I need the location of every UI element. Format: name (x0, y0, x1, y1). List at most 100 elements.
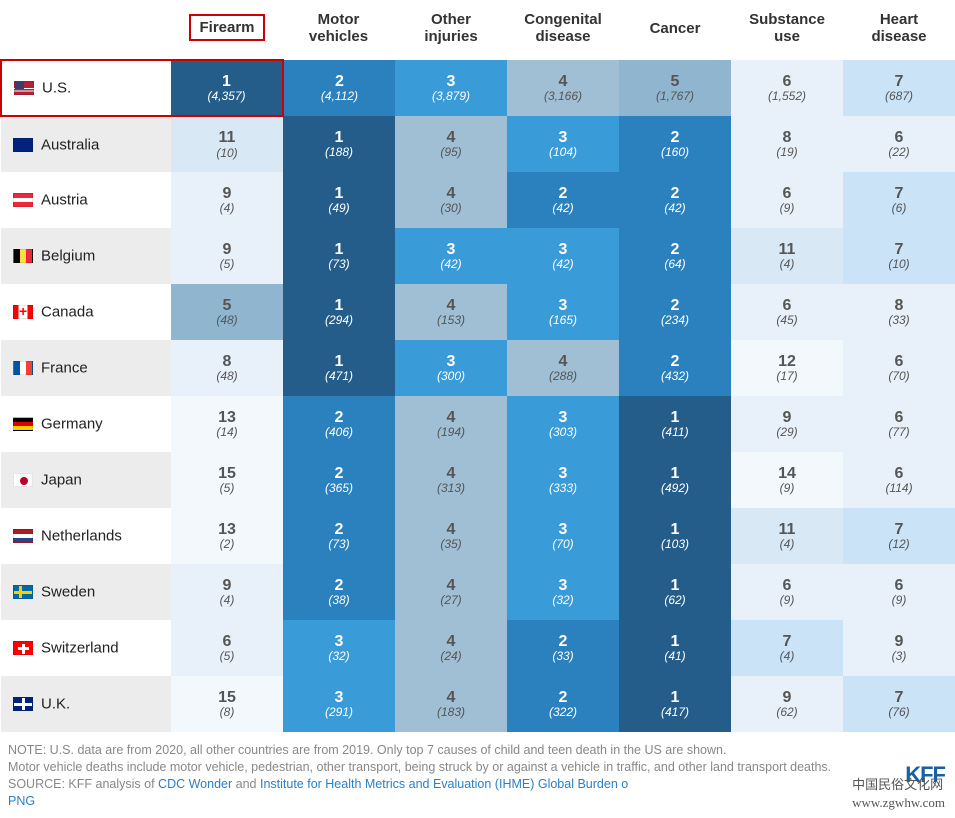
rank-value: 6 (895, 465, 904, 483)
rank-value: 3 (335, 633, 344, 651)
count-value: (194) (437, 426, 465, 439)
country-name: Belgium (41, 248, 95, 265)
data-cell: 6(77) (843, 396, 955, 452)
data-cell: 4(194) (395, 396, 507, 452)
count-value: (42) (664, 202, 685, 215)
rank-value: 3 (559, 129, 568, 147)
data-cell: 11(4) (731, 228, 843, 284)
data-cell: 1(41) (619, 620, 731, 676)
count-value: (313) (437, 482, 465, 495)
rank-value: 1 (335, 129, 344, 147)
data-cell: 2(33) (507, 620, 619, 676)
data-cell: 1(73) (283, 228, 395, 284)
table-row: Germany13(14)2(406)4(194)3(303)1(411)9(2… (1, 396, 955, 452)
count-value: (17) (776, 370, 797, 383)
count-value: (687) (885, 90, 913, 103)
count-value: (471) (325, 370, 353, 383)
rank-value: 6 (783, 185, 792, 203)
rank-value: 4 (559, 353, 568, 371)
count-value: (1,552) (768, 90, 806, 103)
count-value: (41) (664, 650, 685, 663)
rank-value: 12 (778, 353, 796, 371)
data-cell: 3(32) (507, 564, 619, 620)
data-cell: 15(5) (171, 452, 283, 508)
data-cell: 8(48) (171, 340, 283, 396)
rank-value: 7 (895, 73, 904, 91)
count-value: (411) (661, 426, 688, 439)
rank-value: 13 (218, 521, 236, 539)
country-cell-us: U.S. (1, 60, 171, 116)
data-cell: 4(183) (395, 676, 507, 732)
data-cell: 7(12) (843, 508, 955, 564)
country-name: France (41, 360, 88, 377)
data-cell: 4(35) (395, 508, 507, 564)
data-cell: 1(188) (283, 116, 395, 172)
count-value: (19) (776, 146, 797, 159)
count-value: (1,767) (656, 90, 694, 103)
count-value: (4) (780, 538, 795, 551)
link-ihme[interactable]: Institute for Health Metrics and Evaluat… (260, 777, 628, 791)
data-cell: 2(406) (283, 396, 395, 452)
data-cell: 3(291) (283, 676, 395, 732)
header-row: FirearmMotorvehiclesOtherinjuriesCongeni… (1, 0, 955, 60)
data-cell: 12(17) (731, 340, 843, 396)
count-value: (70) (552, 538, 573, 551)
count-value: (6) (892, 202, 907, 215)
country-cell-austria: Austria (1, 172, 171, 228)
count-value: (3) (892, 650, 907, 663)
count-value: (95) (440, 146, 461, 159)
data-cell: 4(153) (395, 284, 507, 340)
country-name: Sweden (41, 584, 95, 601)
rank-value: 4 (447, 409, 456, 427)
country-name: Netherlands (41, 528, 122, 545)
count-value: (27) (440, 594, 461, 607)
link-cdc[interactable]: CDC Wonder (158, 777, 232, 791)
count-value: (42) (440, 258, 461, 271)
table-row: Belgium9(5)1(73)3(42)3(42)2(64)11(4)7(10… (1, 228, 955, 284)
data-cell: 9(4) (171, 172, 283, 228)
data-cell: 6(1,552) (731, 60, 843, 116)
count-value: (33) (888, 314, 909, 327)
count-value: (432) (661, 370, 689, 383)
count-value: (10) (888, 258, 909, 271)
count-value: (9) (780, 202, 795, 215)
count-value: (38) (328, 594, 349, 607)
count-value: (42) (552, 202, 573, 215)
data-cell: 2(365) (283, 452, 395, 508)
rank-value: 3 (447, 353, 456, 371)
data-cell: 2(160) (619, 116, 731, 172)
data-cell: 8(33) (843, 284, 955, 340)
country-cell-belgium: Belgium (1, 228, 171, 284)
fr-flag-icon (13, 361, 33, 375)
us-flag-icon (14, 81, 34, 95)
note-line-2: Motor vehicle deaths include motor vehic… (8, 759, 947, 776)
data-cell: 14(9) (731, 452, 843, 508)
data-cell: 3(42) (507, 228, 619, 284)
count-value: (303) (549, 426, 577, 439)
count-value: (103) (661, 538, 689, 551)
count-value: (42) (552, 258, 573, 271)
data-cell: 3(333) (507, 452, 619, 508)
count-value: (104) (549, 146, 577, 159)
data-cell: 2(42) (619, 172, 731, 228)
count-value: (300) (437, 370, 465, 383)
note-line-1: NOTE: U.S. data are from 2020, all other… (8, 742, 947, 759)
table-row: Netherlands13(2)2(73)4(35)3(70)1(103)11(… (1, 508, 955, 564)
count-value: (49) (328, 202, 349, 215)
png-link[interactable]: PNG (8, 794, 35, 808)
country-cell-netherlands: Netherlands (1, 508, 171, 564)
data-cell: 7(76) (843, 676, 955, 732)
data-cell: 5(1,767) (619, 60, 731, 116)
rank-value: 4 (447, 129, 456, 147)
data-cell: 11(4) (731, 508, 843, 564)
count-value: (188) (325, 146, 353, 159)
data-cell: 3(42) (395, 228, 507, 284)
rank-value: 15 (218, 689, 236, 707)
count-value: (3,879) (432, 90, 470, 103)
count-value: (4) (780, 258, 795, 271)
data-cell: 7(687) (843, 60, 955, 116)
data-cell: 6(9) (843, 564, 955, 620)
count-value: (9) (780, 594, 795, 607)
table-row: Switzerland6(5)3(32)4(24)2(33)1(41)7(4)9… (1, 620, 955, 676)
rank-value: 3 (447, 241, 456, 259)
